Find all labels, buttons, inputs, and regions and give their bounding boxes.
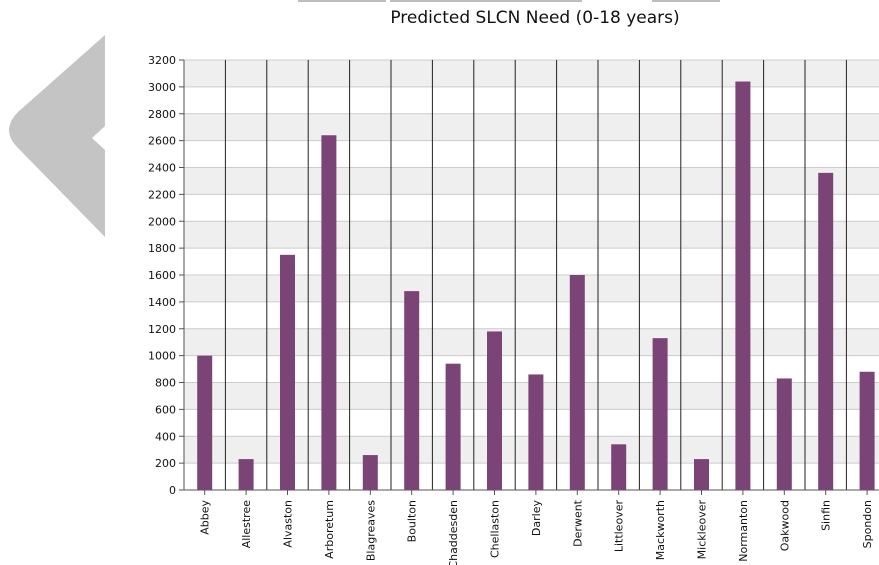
x-tick-label: Chaddesden: [447, 500, 460, 565]
x-tick-label: Alvaston: [282, 500, 295, 548]
x-tick-label: Derwent: [571, 499, 584, 546]
y-tick-label: 400: [155, 430, 176, 443]
bar: [776, 378, 792, 490]
grid-band: [184, 60, 879, 87]
x-tick-label: Littleover: [613, 500, 626, 553]
bar: [445, 363, 461, 490]
y-tick-label: 2400: [148, 162, 176, 175]
y-tick-label: 600: [155, 403, 176, 416]
bar: [818, 172, 834, 490]
y-tick-label: 800: [155, 377, 176, 390]
x-tick-label: Allestree: [240, 500, 253, 548]
y-tick-label: 3200: [148, 54, 176, 67]
x-tick-label: Sinfin: [820, 500, 833, 531]
x-tick-label: Boulton: [406, 500, 419, 542]
bar: [611, 444, 627, 490]
top-tab-2[interactable]: [390, 0, 582, 2]
bar: [362, 455, 378, 490]
x-tick-label: Spondon: [861, 500, 874, 548]
bar: [238, 459, 254, 490]
bar: [652, 338, 668, 490]
y-tick-label: 1600: [148, 269, 176, 282]
x-tick-label: Mackworth: [654, 500, 667, 560]
x-tick-label: Normanton: [737, 500, 750, 562]
bar: [487, 331, 502, 490]
bar: [197, 355, 213, 490]
grid-band: [184, 113, 879, 141]
bar: [859, 371, 875, 490]
top-tab-1[interactable]: [298, 0, 386, 2]
y-tick-label: 3000: [148, 81, 176, 94]
bar: [694, 459, 709, 490]
top-tab-3[interactable]: [652, 0, 720, 2]
x-tick-label: Oakwood: [778, 500, 791, 551]
y-tick-label: 2600: [148, 135, 176, 148]
grid-band: [184, 221, 879, 249]
y-tick-label: 1200: [148, 323, 176, 336]
y-tick-label: 0: [169, 484, 176, 497]
y-tick-label: 2800: [148, 108, 176, 121]
y-tick-label: 2200: [148, 188, 176, 201]
x-tick-label: Chellaston: [489, 500, 502, 558]
bar: [569, 275, 585, 490]
grid-band: [184, 167, 879, 195]
x-tick-label: Mickleover: [696, 500, 709, 560]
y-tick-label: 1400: [148, 296, 176, 309]
bar: [735, 81, 751, 490]
x-tick-label: Arboretum: [323, 500, 336, 559]
y-tick-label: 1800: [148, 242, 176, 255]
x-tick-label: Blagreaves: [364, 500, 377, 561]
bar: [404, 291, 420, 490]
bar: [321, 135, 337, 490]
x-tick-label: Abbey: [199, 500, 212, 535]
y-tick-label: 2000: [148, 215, 176, 228]
y-tick-label: 200: [155, 457, 176, 470]
bar: [280, 254, 295, 490]
chart-title: Predicted SLCN Need (0-18 years): [390, 8, 680, 28]
y-tick-label: 1000: [148, 350, 176, 363]
left-arrow-icon[interactable]: [0, 30, 110, 240]
x-tick-label: Darley: [530, 500, 543, 537]
bar: [528, 374, 544, 490]
